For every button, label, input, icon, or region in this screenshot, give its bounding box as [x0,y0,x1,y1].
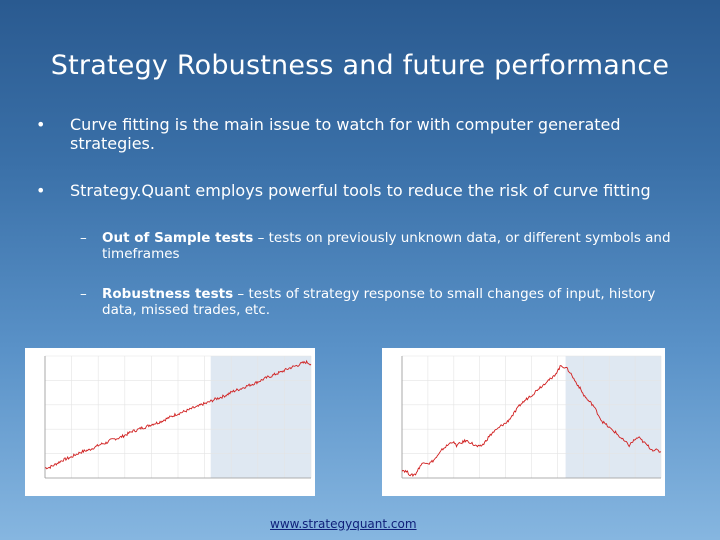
bullet-marker: • [36,115,46,134]
equity-chart-falling [382,348,665,496]
equity-chart-rising [25,348,315,496]
sub-bullet-text: – tests on previously unknown data, or d… [102,230,671,262]
sub-bullet-body: Out of Sample tests – tests on previousl… [102,230,690,262]
slide-title: Strategy Robustness and future performan… [50,50,670,81]
bullet-text: Curve fitting is the main issue to watch… [70,115,621,153]
footer-link[interactable]: www.strategyquant.com [270,517,417,531]
bullet-text: Strategy.Quant employs powerful tools to… [70,181,651,200]
equity-line [44,359,312,470]
sub-bullet-heading: Out of Sample tests [102,230,254,246]
bullet-marker: • [36,181,46,200]
sub-bullet-heading: Robustness tests [102,286,234,302]
sub-bullet-text: – tests of strategy response to small ch… [102,286,656,318]
oos-region [565,356,661,478]
equity-line [401,365,662,478]
sub-bullet-body: Robustness tests – tests of strategy res… [102,286,690,318]
oos-region [210,356,311,478]
equity-chart-svg [401,355,662,479]
sub-bullet-marker: – [80,230,87,246]
equity-chart-svg [44,355,312,479]
bullet-strategyquant-tools: • Strategy.Quant employs powerful tools … [36,181,686,200]
sub-bullet-robustness: – Robustness tests – tests of strategy r… [80,286,690,318]
sub-bullet-out-of-sample: – Out of Sample tests – tests on previou… [80,230,690,262]
bullet-curve-fitting: • Curve fitting is the main issue to wat… [36,115,676,153]
sub-bullet-marker: – [80,286,87,302]
